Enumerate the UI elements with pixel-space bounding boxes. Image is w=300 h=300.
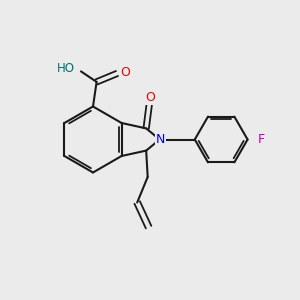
Text: F: F (258, 133, 265, 146)
Text: N: N (156, 133, 165, 146)
Text: HO: HO (56, 62, 74, 75)
Text: O: O (120, 65, 130, 79)
Text: O: O (145, 91, 155, 104)
